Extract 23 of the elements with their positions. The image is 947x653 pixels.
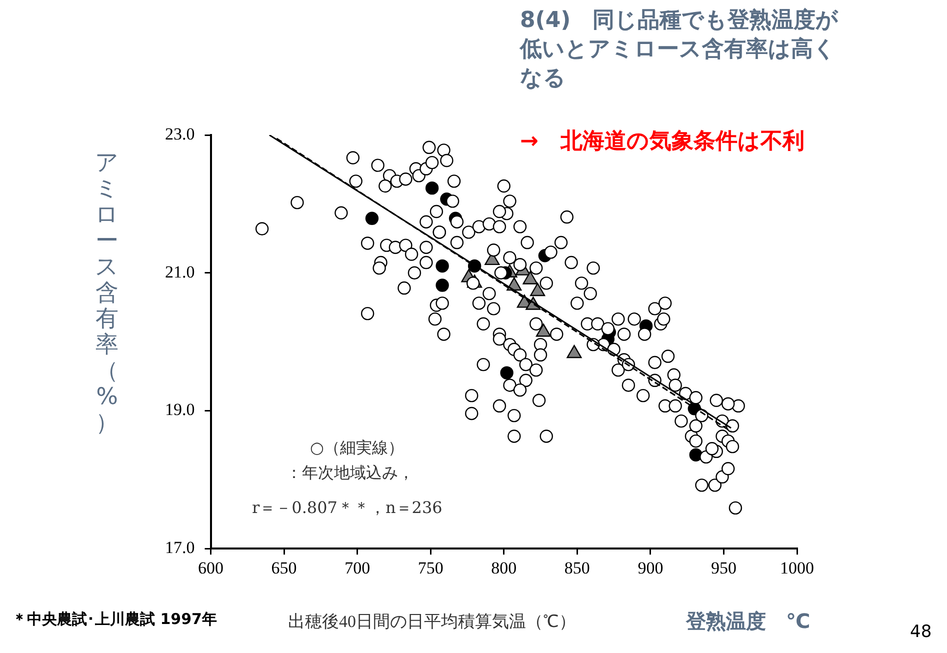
x-tick-label: 650	[271, 558, 297, 578]
annotation: ○（細実線）	[310, 438, 404, 459]
chart-subtitle: → 北海道の気象条件は不利	[520, 128, 804, 156]
x-tick-label: 750	[418, 558, 444, 578]
text: アミロース含有率（%）	[95, 150, 119, 436]
y-tick-label: 17.0	[165, 538, 195, 558]
chart-title: 8(4) 同じ品種でも登熟温度が低いとアミロース含有率は高くなる	[520, 6, 840, 93]
x-tick-label: 900	[638, 558, 664, 578]
annotation: ：年次地域込み，	[286, 463, 414, 484]
x-axis-title: 出穂後40日間の日平均積算気温（℃）	[288, 611, 576, 633]
text: ＊中央農試･上川農試 1997年	[12, 610, 217, 629]
text: 48	[910, 622, 932, 642]
y-tick-label: 23.0	[165, 124, 195, 144]
y-tick-label: 19.0	[165, 400, 195, 420]
x-tick-label: 950	[710, 558, 736, 578]
y-tick-label: 21.0	[165, 262, 195, 282]
text: 登熟温度 ℃	[686, 608, 810, 635]
annotation: r＝－0.807＊＊，n＝236	[252, 498, 442, 519]
x-tick-label: 850	[564, 558, 590, 578]
x-tick-label: 1000	[780, 558, 814, 578]
x-tick-label: 600	[198, 558, 224, 578]
x-tick-label: 800	[491, 558, 517, 578]
x-tick-label: 700	[344, 558, 370, 578]
